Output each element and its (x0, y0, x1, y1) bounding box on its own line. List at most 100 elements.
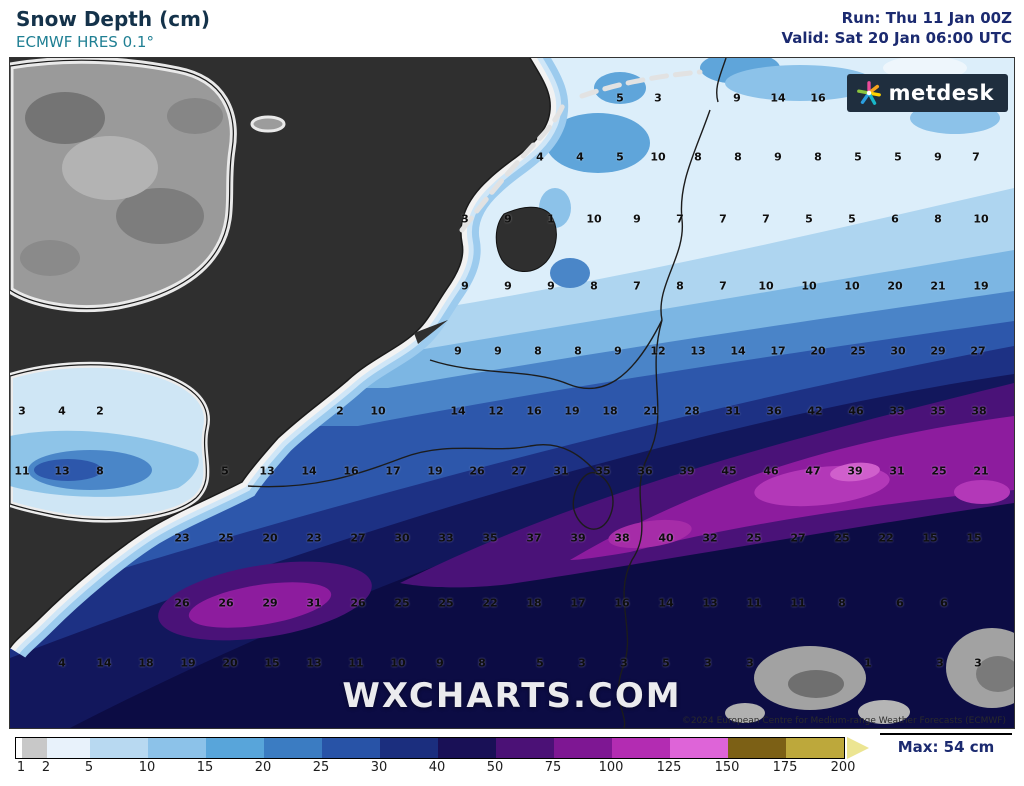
snow-value: 3 (620, 656, 628, 670)
snow-value: 14 (730, 344, 746, 358)
scale-cell (496, 738, 554, 758)
border-nl-be (429, 319, 663, 390)
scale-cell (206, 738, 264, 758)
snow-value: 25 (438, 596, 454, 610)
snow-value: 5 (854, 150, 862, 164)
header: Snow Depth (cm) ECMWF HRES 0.1° Run: Thu… (0, 0, 1024, 57)
snow-value: 14 (450, 404, 466, 418)
snow-value: 18 (526, 596, 542, 610)
snow-value: 9 (733, 91, 741, 105)
run-valid-block: Run: Thu 11 Jan 00Z Valid: Sat 20 Jan 06… (781, 8, 1012, 49)
snow-value: 37 (526, 531, 542, 545)
snow-value: 5 (616, 150, 624, 164)
snow-value: 26 (350, 596, 366, 610)
scale-cell (322, 738, 380, 758)
snow-value: 13 (690, 344, 706, 358)
snow-value: 23 (174, 531, 190, 545)
snow-value: 20 (262, 531, 278, 545)
snow-value: 11 (746, 596, 762, 610)
scale-label: 125 (656, 760, 682, 775)
snow-value: 26 (174, 596, 190, 610)
border-fr-be (247, 444, 599, 488)
snow-value: 31 (725, 404, 741, 418)
snow-value: 5 (616, 91, 624, 105)
snow-value: 29 (930, 344, 946, 358)
snow-value: 1 (547, 212, 555, 226)
snow-value: 15 (264, 656, 280, 670)
snow-value: 5 (848, 212, 856, 226)
snow-value: 35 (482, 531, 498, 545)
snow-depth-map: metdesk WXCHARTS.COM ©2024 European Cent… (9, 57, 1015, 729)
snow-value: 29 (262, 596, 278, 610)
snow-value: 28 (684, 404, 700, 418)
snow-value: 36 (637, 464, 653, 478)
snow-value: 3 (704, 656, 712, 670)
snow-value: 39 (679, 464, 695, 478)
snow-value: 45 (721, 464, 737, 478)
run-label: Run: Thu 11 Jan 00Z (841, 9, 1012, 27)
scale-cell (786, 738, 844, 758)
snow-value: 14 (96, 656, 112, 670)
snow-value: 7 (719, 212, 727, 226)
snow-value: 4 (58, 404, 66, 418)
scale-cell (90, 738, 148, 758)
country-borders (247, 58, 727, 728)
snow-value: 9 (436, 656, 444, 670)
snow-value: 10 (390, 656, 406, 670)
border-de-west (617, 319, 663, 728)
metdesk-star-icon (856, 81, 881, 105)
snow-value: 9 (461, 279, 469, 293)
snow-value: 9 (614, 344, 622, 358)
scale-label: 2 (41, 760, 51, 775)
snow-value: 21 (930, 279, 946, 293)
scale-cell (22, 738, 47, 758)
scale-cell (148, 738, 206, 758)
snow-value: 20 (222, 656, 238, 670)
snow-value: 8 (574, 344, 582, 358)
snow-value: 22 (878, 531, 894, 545)
snow-value: 15 (966, 531, 982, 545)
snow-value: 9 (454, 344, 462, 358)
metdesk-logo: metdesk (846, 74, 1008, 112)
scale-cell (612, 738, 670, 758)
snow-value: 7 (972, 150, 980, 164)
snow-value: 33 (438, 531, 454, 545)
scale-label: 75 (544, 760, 562, 775)
scale-labels: 1 2 5 10 15 20 25 30 40 50 75 100 125 150 175 200 (15, 760, 915, 778)
snow-value: 19 (180, 656, 196, 670)
snow-value: 18 (602, 404, 618, 418)
copyright-notice: ©2024 European Centre for Medium-range W… (681, 716, 1006, 726)
snow-value: 11 (14, 464, 30, 478)
snow-value: 3 (746, 656, 754, 670)
snow-value: 42 (807, 404, 823, 418)
snow-value: 6 (891, 212, 899, 226)
snow-value: 17 (385, 464, 401, 478)
snow-value: 40 (658, 531, 674, 545)
snow-value: 11 (790, 596, 806, 610)
snow-value: 14 (658, 596, 674, 610)
border-nl-de (660, 109, 711, 321)
snow-value: 3 (974, 656, 982, 670)
snow-value: 25 (850, 344, 866, 358)
snow-value: 8 (838, 596, 846, 610)
scale-label: 100 (598, 760, 624, 775)
snow-value: 39 (847, 464, 863, 478)
snow-value: 4 (536, 150, 544, 164)
snow-value: 8 (534, 344, 542, 358)
snow-value: 14 (770, 91, 786, 105)
snow-value: 5 (536, 656, 544, 670)
snow-value: 19 (427, 464, 443, 478)
map-svg (10, 58, 1014, 728)
snow-value: 9 (934, 150, 942, 164)
watermark: WXCHARTS.COM (342, 676, 682, 716)
snow-value: 16 (526, 404, 542, 418)
snow-value: 4 (58, 656, 66, 670)
snow-value: 8 (96, 464, 104, 478)
small-island (250, 115, 286, 133)
snow-value: 25 (218, 531, 234, 545)
snow-value: 19 (564, 404, 580, 418)
snow-value: 10 (650, 150, 666, 164)
snow-value: 7 (762, 212, 770, 226)
snow-value: 38 (614, 531, 630, 545)
scale-label: 50 (486, 760, 504, 775)
